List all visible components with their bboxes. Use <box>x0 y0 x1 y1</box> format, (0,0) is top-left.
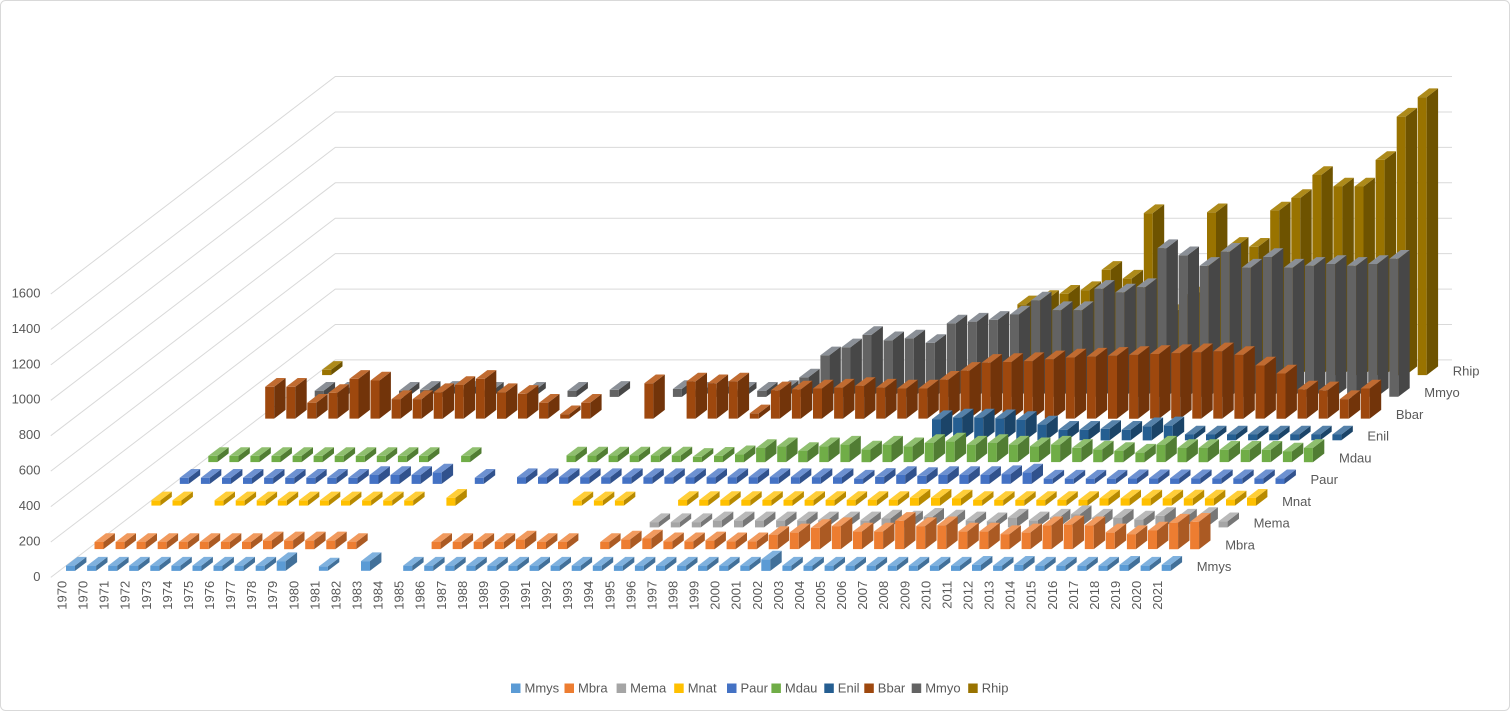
svg-text:2011: 2011 <box>939 581 954 609</box>
svg-text:Mema: Mema <box>630 681 667 696</box>
svg-text:Mema: Mema <box>1254 516 1291 531</box>
svg-text:Rhip: Rhip <box>1453 363 1480 378</box>
svg-text:Paur: Paur <box>741 681 769 696</box>
svg-text:1000: 1000 <box>12 392 41 407</box>
svg-text:1973: 1973 <box>139 581 154 610</box>
svg-text:2004: 2004 <box>792 581 807 610</box>
svg-text:2005: 2005 <box>813 581 828 610</box>
svg-text:2010: 2010 <box>918 581 933 610</box>
svg-text:800: 800 <box>19 427 41 442</box>
svg-text:1991: 1991 <box>518 581 533 610</box>
svg-text:2009: 2009 <box>897 581 912 610</box>
svg-text:1987: 1987 <box>434 581 449 610</box>
svg-text:2003: 2003 <box>771 581 786 610</box>
svg-text:1978: 1978 <box>244 581 259 610</box>
svg-text:1981: 1981 <box>307 581 322 610</box>
svg-text:2013: 2013 <box>982 581 997 610</box>
svg-text:1977: 1977 <box>223 581 238 610</box>
svg-text:2001: 2001 <box>729 581 744 610</box>
svg-text:1972: 1972 <box>118 581 133 610</box>
svg-text:2015: 2015 <box>1024 581 1039 610</box>
svg-text:1982: 1982 <box>328 581 343 610</box>
svg-text:200: 200 <box>19 533 41 548</box>
svg-text:Mbra: Mbra <box>1225 537 1255 552</box>
svg-text:Mnat: Mnat <box>1282 494 1311 509</box>
svg-text:1976: 1976 <box>202 581 217 610</box>
svg-text:1970: 1970 <box>76 581 91 610</box>
svg-text:Rhip: Rhip <box>982 681 1009 696</box>
svg-text:1975: 1975 <box>181 581 196 610</box>
svg-text:1997: 1997 <box>645 581 660 610</box>
svg-text:2017: 2017 <box>1066 581 1081 610</box>
svg-text:1970: 1970 <box>55 581 70 610</box>
svg-text:2018: 2018 <box>1087 581 1102 610</box>
svg-text:Mbra: Mbra <box>578 681 608 696</box>
svg-text:1988: 1988 <box>455 581 470 610</box>
svg-text:1979: 1979 <box>265 581 280 610</box>
svg-text:1983: 1983 <box>350 581 365 610</box>
svg-text:1600: 1600 <box>12 285 41 300</box>
svg-text:2020: 2020 <box>1129 581 1144 610</box>
svg-text:1200: 1200 <box>12 356 41 371</box>
svg-text:2002: 2002 <box>750 581 765 610</box>
svg-text:2016: 2016 <box>1045 581 1060 610</box>
svg-text:Enil: Enil <box>838 681 860 696</box>
svg-text:1992: 1992 <box>539 581 554 610</box>
svg-text:400: 400 <box>19 498 41 513</box>
svg-text:600: 600 <box>19 463 41 478</box>
svg-text:Enil: Enil <box>1367 429 1389 444</box>
svg-text:1995: 1995 <box>602 581 617 610</box>
svg-text:Mdau: Mdau <box>1339 450 1372 465</box>
svg-text:2012: 2012 <box>961 581 976 610</box>
svg-text:1400: 1400 <box>12 321 41 336</box>
svg-text:Paur: Paur <box>1311 472 1339 487</box>
svg-text:2008: 2008 <box>876 581 891 610</box>
svg-text:1996: 1996 <box>623 581 638 610</box>
svg-text:Mdau: Mdau <box>785 681 818 696</box>
svg-text:Mmyo: Mmyo <box>925 681 960 696</box>
svg-text:Mmys: Mmys <box>1197 559 1232 574</box>
svg-text:2006: 2006 <box>834 581 849 610</box>
svg-text:Bbar: Bbar <box>1396 407 1424 422</box>
svg-text:1980: 1980 <box>286 581 301 610</box>
svg-text:1993: 1993 <box>560 581 575 610</box>
svg-text:1971: 1971 <box>97 581 112 610</box>
svg-text:1990: 1990 <box>497 581 512 610</box>
svg-text:2014: 2014 <box>1003 581 1018 610</box>
svg-text:1994: 1994 <box>581 581 596 610</box>
svg-text:Mmyo: Mmyo <box>1424 385 1459 400</box>
svg-text:1998: 1998 <box>666 581 681 610</box>
svg-text:2019: 2019 <box>1108 581 1123 610</box>
svg-text:2021: 2021 <box>1150 581 1165 610</box>
svg-text:1974: 1974 <box>160 581 175 610</box>
svg-text:Mmys: Mmys <box>525 681 560 696</box>
svg-text:1984: 1984 <box>371 581 386 610</box>
svg-text:Bbar: Bbar <box>878 681 906 696</box>
svg-text:2007: 2007 <box>855 581 870 610</box>
svg-text:1989: 1989 <box>476 581 491 610</box>
svg-text:1986: 1986 <box>413 581 428 610</box>
svg-text:1999: 1999 <box>687 581 702 610</box>
svg-text:0: 0 <box>33 569 40 584</box>
svg-text:1985: 1985 <box>392 581 407 610</box>
svg-text:2000: 2000 <box>708 581 723 610</box>
svg-text:Mnat: Mnat <box>688 681 717 696</box>
